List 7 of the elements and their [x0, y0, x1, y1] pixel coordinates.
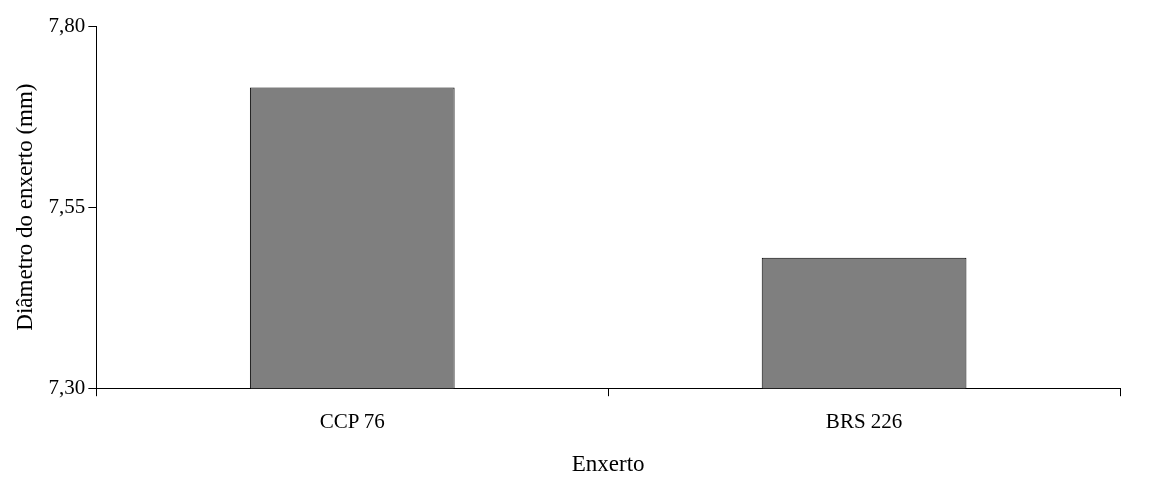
x-axis-title: Enxerto	[571, 451, 645, 477]
x-tick-label: CCP 76	[319, 409, 385, 434]
y-tick-label: 7,80	[48, 12, 86, 37]
y-tick-label: 7,55	[48, 193, 86, 218]
y-tick-label: 7,30	[48, 374, 86, 399]
y-axis-title: Diâmetro do enxerto (mm)	[11, 83, 37, 331]
x-tick-label: BRS 226	[825, 409, 903, 434]
